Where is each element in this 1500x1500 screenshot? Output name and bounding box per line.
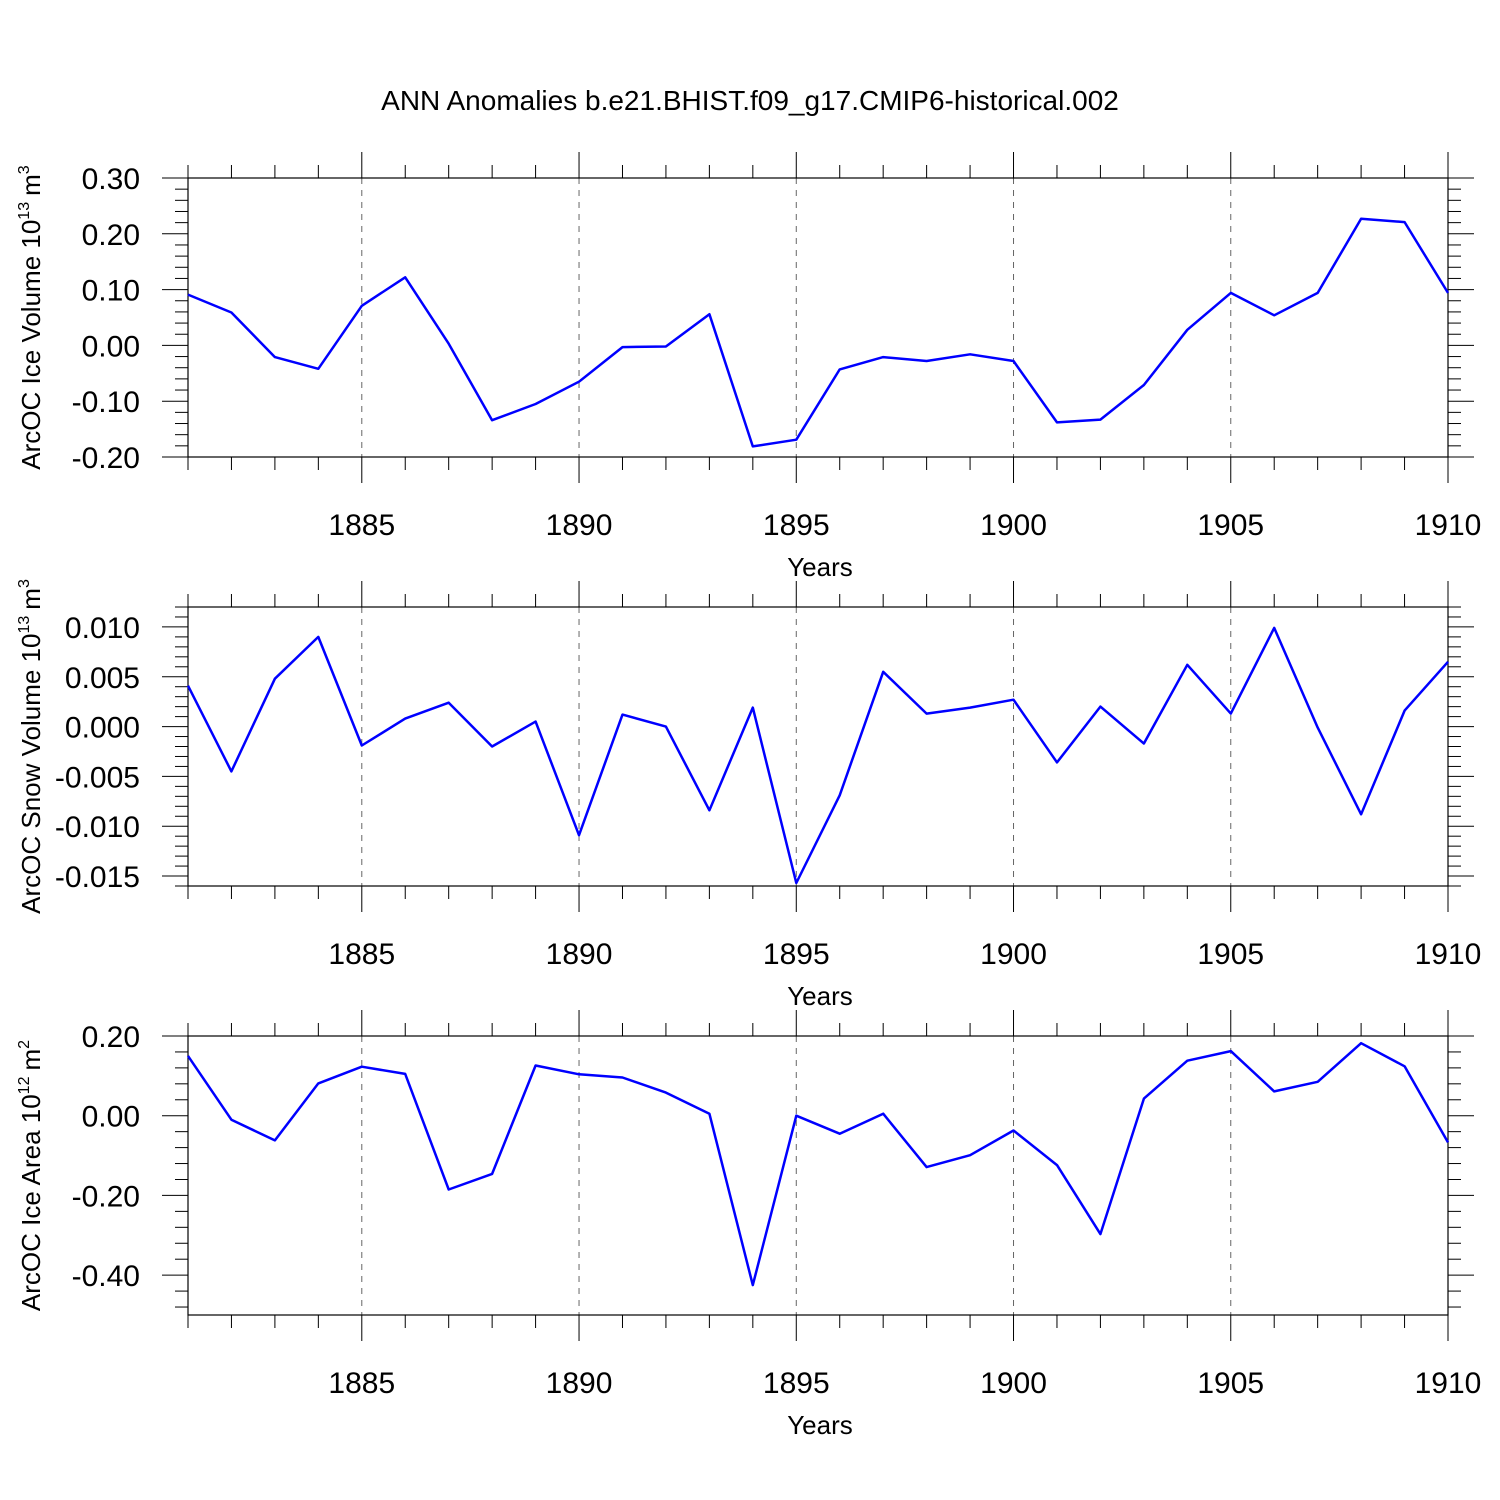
panel-1: -0.20 -0.10 0.00 0.10 0.20 0.30 1885 1890 1895 19…	[16, 152, 1481, 582]
y-tick-label: -0.20	[72, 1180, 140, 1213]
y-tick-label: 0.010	[65, 612, 140, 645]
y-axis-label-main: ArcOC Ice Area 10	[16, 1094, 46, 1311]
series-line	[186, 626, 1449, 885]
y-tick-label: 0.10	[82, 275, 140, 308]
y-tick-label: -0.20	[72, 442, 140, 475]
y-tick-label: 0.00	[82, 1101, 140, 1134]
y-axis-label-main: ArcOC Snow Volume 10	[16, 634, 46, 914]
x-axis-label: Years	[787, 552, 853, 582]
y-axis-label-unit: m	[16, 174, 46, 196]
y-axis-label: ArcOC Ice Area 1012 m2	[16, 1040, 46, 1311]
x-tick-label: 1905	[1197, 509, 1264, 542]
panel-2: -0.015 -0.010 -0.005 0.000 0.005 0.010 1885 189…	[16, 579, 1481, 1011]
x-tick-label: 1890	[546, 938, 613, 971]
x-tick-label: 1910	[1415, 1367, 1482, 1400]
y-axis-label: ArcOC Snow Volume 1013 m3	[16, 579, 46, 914]
x-tick-label: 1900	[980, 1367, 1047, 1400]
y-axis-label-unit-exponent: 3	[16, 579, 33, 588]
x-tick-label: 1910	[1415, 509, 1482, 542]
series-line	[187, 217, 1450, 448]
x-tick-label: 1905	[1197, 1367, 1264, 1400]
y-tick-label: -0.10	[72, 386, 140, 419]
y-axis-label-unit: m	[16, 1049, 46, 1071]
x-axis-label: Years	[787, 1410, 853, 1440]
y-axis-label-exponent: 12	[16, 1076, 33, 1094]
y-axis-label-exponent: 13	[16, 202, 33, 220]
y-axis-label: ArcOC Ice Volume 1013 m3	[16, 165, 46, 469]
x-tick-label: 1895	[763, 509, 830, 542]
y-tick-label: -0.005	[55, 761, 140, 794]
x-tick-label: 1885	[328, 938, 395, 971]
y-tick-label: -0.010	[55, 811, 140, 844]
panel-3: -0.40 -0.20 0.00 0.20 1885 1890 1895 1900 1905 19…	[16, 1010, 1481, 1440]
plot-frame	[187, 606, 1449, 887]
x-tick-label: 1885	[328, 1367, 395, 1400]
x-tick-label: 1890	[546, 1367, 613, 1400]
x-tick-label: 1890	[546, 509, 613, 542]
x-tick-label: 1905	[1197, 938, 1264, 971]
y-tick-label: 0.30	[82, 163, 140, 196]
x-tick-label: 1895	[763, 938, 830, 971]
y-axis-label-exponent: 13	[16, 616, 33, 634]
y-tick-label: -0.40	[72, 1260, 140, 1293]
y-tick-label: 0.20	[82, 219, 140, 252]
y-tick-label: 0.20	[82, 1021, 140, 1054]
x-axis-label: Years	[787, 981, 853, 1011]
x-tick-label: 1900	[980, 938, 1047, 971]
x-tick-label: 1895	[763, 1367, 830, 1400]
y-tick-label: -0.015	[55, 861, 140, 894]
y-tick-label: 0.005	[65, 662, 140, 695]
plot-frame	[187, 177, 1449, 458]
chart-title: ANN Anomalies b.e21.BHIST.f09_g17.CMIP6-…	[381, 85, 1119, 116]
series-line	[186, 1041, 1450, 1287]
y-axis-label-main: ArcOC Ice Volume 10	[16, 220, 46, 470]
plot-frame	[187, 1035, 1449, 1316]
x-tick-label: 1910	[1415, 938, 1482, 971]
x-tick-label: 1900	[980, 509, 1047, 542]
y-tick-label: 0.00	[82, 330, 140, 363]
x-tick-label: 1885	[328, 509, 395, 542]
y-axis-label-unit-exponent: 3	[16, 165, 33, 174]
y-axis-label-unit: m	[16, 588, 46, 610]
y-tick-label: 0.000	[65, 712, 140, 745]
y-axis-label-unit-exponent: 2	[16, 1040, 33, 1049]
